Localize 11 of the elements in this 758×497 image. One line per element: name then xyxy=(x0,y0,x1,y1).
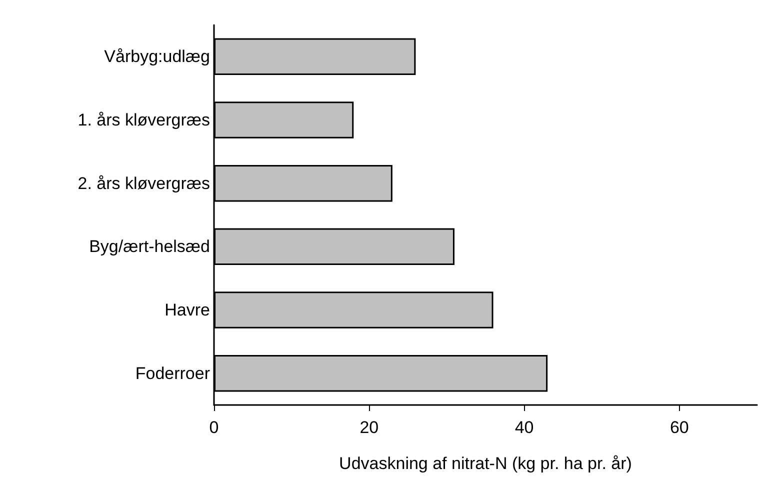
x-tick-label: 60 xyxy=(670,418,689,437)
x-tick-label: 40 xyxy=(514,418,534,437)
x-tick-label: 20 xyxy=(360,418,379,437)
x-tick-label: 0 xyxy=(209,418,219,437)
y-tick-label: 2. års kløvergræs xyxy=(78,174,210,193)
y-tick-label: Foderroer xyxy=(135,364,210,383)
x-axis-title: Udvaskning af nitrat-N (kg pr. ha pr. år) xyxy=(339,454,632,473)
y-tick-label: Havre xyxy=(164,300,210,320)
y-tick-label: Vårbyg:udlæg xyxy=(104,47,210,66)
y-tick-label: 1. års kløvergræs xyxy=(78,110,210,130)
y-tick-label: Byg/ært-helsæd xyxy=(89,237,210,256)
